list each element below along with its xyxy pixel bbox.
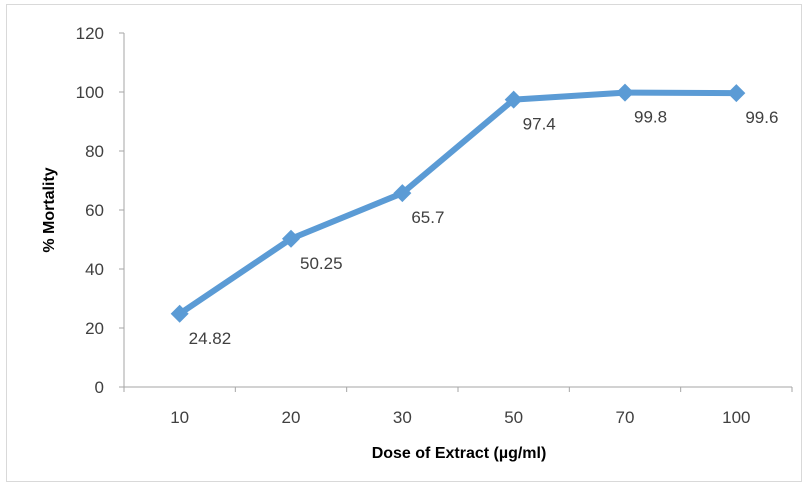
x-tick-label: 20 xyxy=(282,408,301,427)
y-tick-label: 100 xyxy=(76,83,104,102)
x-tick-label: 10 xyxy=(170,408,189,427)
y-tick-label: 60 xyxy=(85,201,104,220)
data-markers xyxy=(170,83,746,323)
y-tick-label: 0 xyxy=(95,378,104,397)
data-label: 24.82 xyxy=(189,329,232,348)
x-tick-label: 100 xyxy=(722,408,750,427)
x-tick-label: 70 xyxy=(616,408,635,427)
series-line xyxy=(176,89,740,317)
data-point-marker xyxy=(170,304,189,323)
data-labels: 24.82 50.25 65.7 97.4 99.8 99.6 xyxy=(189,108,779,348)
data-label: 50.25 xyxy=(300,254,343,273)
y-tick-label: 20 xyxy=(85,319,104,338)
chart-frame xyxy=(6,4,802,482)
x-tick-label: 50 xyxy=(504,408,523,427)
data-label: 97.4 xyxy=(523,115,556,134)
data-label: 65.7 xyxy=(411,208,444,227)
data-label: 99.8 xyxy=(634,108,667,127)
x-axis-title: Dose of Extract (µg/ml) xyxy=(372,445,547,462)
data-point-marker xyxy=(616,83,634,102)
data-point-marker xyxy=(727,84,746,103)
x-tick-labels: 10 20 30 50 70 100 xyxy=(123,387,793,427)
data-point-marker xyxy=(504,90,523,109)
data-point-marker xyxy=(393,184,412,203)
data-point-marker xyxy=(282,229,300,248)
data-label: 99.6 xyxy=(745,108,778,127)
y-tick-label: 80 xyxy=(85,142,104,161)
y-tick-labels: 0 20 40 60 80 100 120 xyxy=(76,24,124,397)
y-tick-label: 40 xyxy=(85,260,104,279)
y-axis-title: % Mortality xyxy=(41,167,58,252)
x-tick-label: 30 xyxy=(393,408,412,427)
y-tick-label: 120 xyxy=(76,24,104,43)
